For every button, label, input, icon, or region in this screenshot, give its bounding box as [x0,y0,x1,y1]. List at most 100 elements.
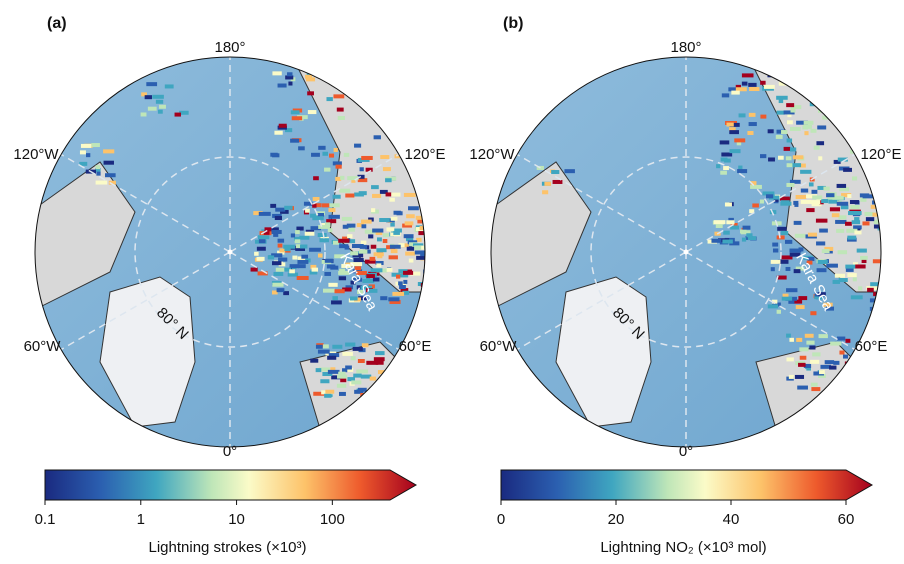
lightning-pixel [272,283,283,287]
lightning-pixel [290,264,299,268]
lightning-pixel [430,233,437,237]
lightning-pixel [434,85,444,89]
lightning-pixel [430,236,434,240]
lightning-pixel [877,97,885,101]
lightning-pixel [325,390,334,394]
lightning-pixel [796,338,802,342]
lightning-pixel [433,110,444,114]
lightning-pixel [803,125,812,129]
colorbar [45,470,416,500]
lightning-pixel [351,356,356,360]
lightning-pixel [408,206,419,210]
lightning-pixel [768,304,778,308]
lightning-pixel [427,233,434,237]
lightning-pixel [399,285,406,289]
lightning-pixel [849,105,860,109]
lightning-pixel [738,166,742,170]
lightning-pixel [359,73,367,77]
lightning-pixel [734,138,745,142]
lightning-pixel [380,155,389,159]
figure: (a)180°120°E60°E0°60°W120°W80° NKara Sea… [0,0,904,559]
lightning-pixel [305,75,312,79]
lightning-pixel [407,90,415,94]
lightning-pixel [387,268,393,272]
lightning-pixel [392,292,404,296]
lightning-pixel [435,221,441,225]
lightning-pixel [818,260,828,264]
lightning-pixel [773,248,778,252]
lightning-pixel [369,389,381,393]
lightning-pixel [426,217,436,221]
lightning-pixel [798,363,806,367]
lightning-pixel [837,184,846,188]
lightning-pixel [329,154,334,158]
lightning-pixel [376,263,381,267]
lightning-pixel [362,343,369,347]
panel-label: (a) [47,15,67,32]
lightning-pixel [148,107,157,111]
lightning-pixel [850,211,862,215]
lightning-pixel [91,143,100,147]
lightning-pixel [742,238,746,242]
lightning-pixel [777,111,785,115]
scandinavia [300,342,440,462]
lightning-pixel [816,219,828,223]
lightning-pixel [766,194,773,198]
lightning-pixel [726,220,734,224]
lightning-pixel [436,277,447,281]
lightning-pixel [542,190,548,194]
lightning-pixel [274,131,282,135]
lightning-pixel [104,161,114,165]
lightning-pixel [158,110,163,114]
lightning-pixel [287,72,292,76]
lightning-pixel [885,239,895,243]
lightning-pixel [796,305,805,309]
lightning-pixel [268,255,274,259]
lightning-pixel [742,82,748,86]
lightning-pixel [291,233,295,237]
lightning-pixel [320,379,329,383]
lightning-pixel [809,346,815,350]
lightning-pixel [438,287,443,291]
lightning-pixel [371,185,379,189]
lightning-pixel [353,63,364,67]
lightning-pixel [837,202,848,206]
lightning-pixel [840,81,851,85]
colorbar-tick-label: 0.1 [35,511,56,528]
lightning-pixel [430,259,436,263]
lightning-pixel [851,295,863,299]
lightning-pixel [830,207,840,211]
lightning-pixel [284,206,292,210]
lightning-pixel [722,240,732,244]
lightning-pixel [397,211,403,215]
lightning-pixel [877,290,884,294]
lightning-pixel [431,262,440,266]
lightning-pixel [742,73,754,77]
lightning-pixel [333,241,339,245]
lightning-pixel [407,247,414,251]
lightning-pixel [322,203,329,207]
lightning-pixel [829,366,836,370]
lightning-pixel [821,199,828,203]
lightning-pixel [839,75,846,79]
lightning-pixel [371,65,376,69]
lightning-pixel [365,98,372,102]
lightning-pixel [152,95,164,99]
colorbar-tick-label: 100 [320,511,345,528]
lightning-pixel [838,215,846,219]
lightning-pixel [406,214,415,218]
lightning-pixel [423,225,432,229]
lightning-pixel [292,256,297,260]
lightning-pixel [146,82,157,86]
lightning-pixel [426,75,436,79]
lightning-pixel [795,234,806,238]
lightning-pixel [711,239,721,243]
lightning-pixel [328,208,335,212]
lightning-pixel [786,288,797,292]
lightning-pixel [275,216,282,220]
lightning-pixel [270,153,277,157]
lightning-pixel [301,255,308,259]
lightning-pixel [723,231,730,235]
lightning-pixel [883,198,895,202]
lightning-pixel [371,245,377,249]
